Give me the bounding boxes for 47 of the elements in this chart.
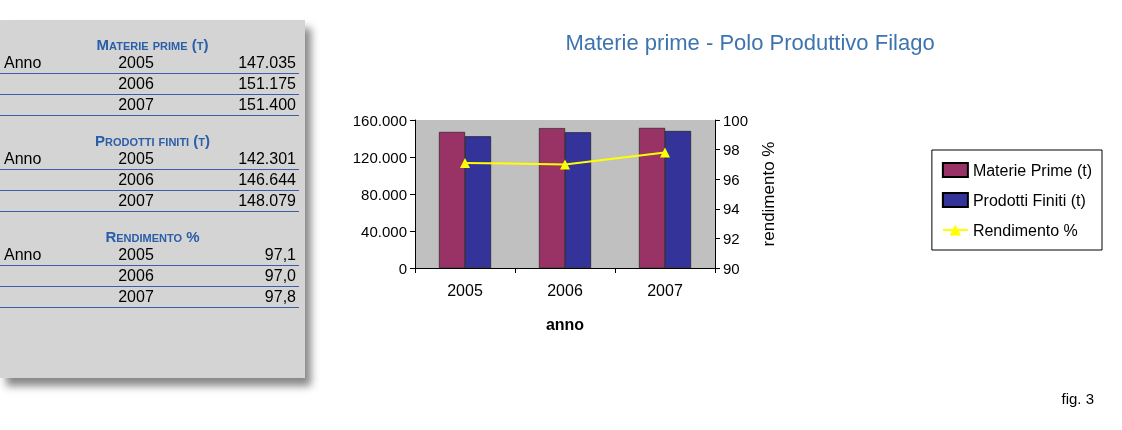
text: 2007 — [117, 191, 155, 211]
x-axis-title: anno — [545, 315, 585, 333]
text: 2007 — [117, 95, 155, 115]
legend-label: Rendimento % — [972, 221, 1078, 239]
text: Anno — [3, 245, 43, 265]
text: 97,0 — [263, 266, 296, 286]
x-tick-label: 2005 — [447, 281, 483, 299]
text: 2005 — [117, 149, 155, 169]
point — [560, 159, 570, 170]
caption: fig. 3 — [1061, 390, 1094, 407]
text: 2005 — [117, 245, 155, 265]
y-tick-label: 80.000 — [361, 185, 407, 203]
text: 2006 — [117, 266, 155, 286]
text: Anno — [3, 149, 43, 169]
point — [460, 157, 470, 168]
y-tick-label: 120.000 — [352, 148, 407, 166]
text: 142.301 — [237, 149, 296, 169]
text: 148.079 — [237, 191, 296, 211]
text: 146.644 — [237, 170, 296, 190]
text: 2006 — [117, 74, 155, 94]
y2-tick-label: 92 — [723, 229, 740, 247]
text: Materie prime (t) — [95, 36, 210, 53]
y2-axis-title: rendimento % — [759, 141, 778, 247]
text: Prodotti finiti (t) — [93, 132, 212, 149]
y2-tick-label: 98 — [723, 141, 740, 159]
legend-label: Prodotti Finiti (t) — [972, 191, 1086, 209]
text: 2006 — [117, 170, 155, 190]
y2-tick-label: 96 — [723, 170, 740, 188]
point — [660, 147, 670, 158]
y-tick-label: 40.000 — [361, 222, 407, 240]
text: 147.035 — [237, 53, 296, 73]
text: Rendimento % — [104, 228, 201, 245]
text: Anno — [3, 53, 43, 73]
y2-tick-label: 90 — [723, 259, 740, 277]
x-tick-label: 2007 — [647, 281, 683, 299]
text: 151.175 — [237, 74, 296, 94]
text: 151.400 — [237, 95, 296, 115]
text: 2005 — [117, 53, 155, 73]
y2-tick-label: 94 — [723, 200, 740, 218]
y2-tick-label: 100 — [723, 111, 749, 129]
y-tick-label: 160.000 — [352, 111, 407, 129]
text: 97,1 — [263, 245, 296, 265]
legend-label: Materie Prime (t) — [972, 161, 1092, 179]
x-tick-label: 2006 — [547, 281, 583, 299]
chart-title: Materie prime - Polo Produttivo Filago — [565, 29, 935, 55]
y-tick-label: 0 — [398, 259, 407, 277]
text: 97,8 — [263, 287, 296, 307]
